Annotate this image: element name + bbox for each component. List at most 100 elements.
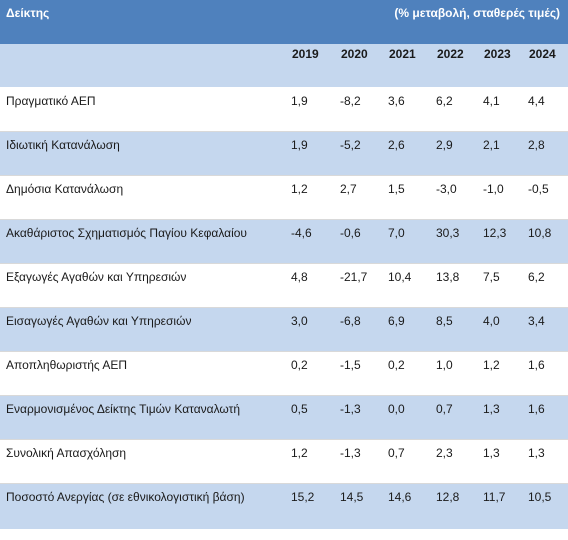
year-header: 2023 (477, 44, 522, 88)
value-cell: 3,6 (382, 87, 430, 132)
value-2020: -8,2 (340, 94, 361, 108)
value-2024: 4,4 (528, 94, 545, 108)
value-2019: 1,2 (291, 182, 308, 196)
value-2023: 2,1 (483, 138, 500, 152)
year-header-row: 2019 2020 2021 2022 2023 2024 (0, 44, 568, 88)
value-cell: 2,9 (430, 131, 477, 176)
value-2022: 8,5 (436, 314, 453, 328)
value-2021: 10,4 (388, 270, 412, 284)
value-2023: 7,5 (483, 270, 500, 284)
value-2021: 6,9 (388, 314, 405, 328)
value-2023: 11,7 (483, 490, 506, 504)
value-2022: 0,7 (436, 402, 453, 416)
value-2023: 1,3 (483, 446, 500, 460)
value-cell: 1,2 (477, 351, 522, 396)
value-cell: 14,5 (334, 483, 382, 529)
indicator-label-cell: Ακαθάριστος Σχηματισμός Παγίου Κεφαλαίου (0, 219, 285, 264)
indicator-label: Ποσοστό Ανεργίας (σε εθνικολογιστική βάσ… (6, 490, 245, 504)
table-row: Ιδιωτική Κατανάλωση 1,9 -5,2 2,6 2,9 2,1 2,8 (0, 131, 568, 176)
table-title-row: Δείκτης (% μεταβολή, σταθερές τιμές) (0, 0, 568, 44)
value-cell: 11,7 (477, 483, 522, 529)
value-2024: 2,8 (528, 138, 545, 152)
value-cell: 7,0 (382, 219, 430, 264)
value-2021: 14,6 (388, 490, 412, 504)
value-cell: 0,0 (382, 395, 430, 440)
value-2021: 1,5 (388, 182, 405, 196)
value-cell: 30,3 (430, 219, 477, 264)
value-cell: 2,8 (522, 131, 568, 176)
value-2024: 3,4 (528, 314, 545, 328)
table-row: Ποσοστό Ανεργίας (σε εθνικολογιστική βάσ… (0, 483, 568, 529)
value-2019: 0,2 (291, 358, 308, 372)
value-cell: 10,5 (522, 483, 568, 529)
value-cell: -1,5 (334, 351, 382, 396)
value-2019: 1,2 (291, 446, 308, 460)
value-2024: 1,3 (528, 446, 545, 460)
value-cell: 6,2 (430, 87, 477, 132)
value-2024: 1,6 (528, 358, 545, 372)
value-cell: -5,2 (334, 131, 382, 176)
value-2022: -3,0 (436, 182, 457, 196)
indicator-label: Συνολική Απασχόληση (6, 446, 127, 460)
value-cell: 1,3 (522, 439, 568, 484)
indicator-label: Εναρμονισμένος Δείκτης Τιμών Καταναλωτή (6, 402, 241, 416)
value-2024: 6,2 (528, 270, 545, 284)
value-cell: 1,3 (477, 439, 522, 484)
indicator-label: Πραγματικό ΑΕΠ (6, 94, 96, 108)
indicator-label-cell: Συνολική Απασχόληση (0, 439, 285, 484)
value-cell: 3,0 (285, 307, 334, 352)
value-cell: 1,3 (477, 395, 522, 440)
value-2021: 2,6 (388, 138, 405, 152)
value-cell: -1,3 (334, 439, 382, 484)
value-cell: 15,2 (285, 483, 334, 529)
table-row: Αποπληθωριστής ΑΕΠ 0,2 -1,5 0,2 1,0 1,2 1,6 (0, 351, 568, 396)
value-2022: 1,0 (436, 358, 453, 372)
indicator-label: Ιδιωτική Κατανάλωση (6, 138, 120, 152)
indicator-label-cell: Εξαγωγές Αγαθών και Υπηρεσιών (0, 263, 285, 308)
table-row: Δημόσια Κατανάλωση 1,2 2,7 1,5 -3,0 -1,0 -0,5 (0, 175, 568, 220)
value-cell: 12,8 (430, 483, 477, 529)
value-2021: 0,7 (388, 446, 405, 460)
unit-header: (% μεταβολή, σταθερές τιμές) (394, 6, 561, 20)
value-2019: 3,0 (291, 314, 308, 328)
table-row: Εξαγωγές Αγαθών και Υπηρεσιών 4,8 -21,7 10,… (0, 263, 568, 308)
value-cell: 4,0 (477, 307, 522, 352)
value-2020: 2,7 (340, 182, 357, 196)
indicator-label: Ακαθάριστος Σχηματισμός Παγίου Κεφαλαίου (6, 226, 247, 240)
indicator-label-cell: Δημόσια Κατανάλωση (0, 175, 285, 220)
indicator-label-cell: Ποσοστό Ανεργίας (σε εθνικολογιστική βάσ… (0, 483, 285, 529)
value-2019: 4,8 (291, 270, 308, 284)
value-cell: 1,2 (285, 439, 334, 484)
value-2024: 10,8 (528, 226, 552, 240)
value-cell: 0,7 (430, 395, 477, 440)
year-header: 2022 (430, 44, 477, 88)
value-cell: 0,2 (382, 351, 430, 396)
value-2022: 12,8 (436, 490, 460, 504)
indicator-header-cell: Δείκτης (0, 0, 334, 44)
value-cell: 10,4 (382, 263, 430, 308)
value-cell: 10,8 (522, 219, 568, 264)
indicator-label-cell: Ιδιωτική Κατανάλωση (0, 131, 285, 176)
value-cell: 8,5 (430, 307, 477, 352)
value-cell: 1,0 (430, 351, 477, 396)
value-2020: -1,3 (340, 446, 361, 460)
value-cell: 2,3 (430, 439, 477, 484)
value-2022: 6,2 (436, 94, 453, 108)
indicator-label: Εξαγωγές Αγαθών και Υπηρεσιών (6, 270, 187, 284)
table-row: Εισαγωγές Αγαθών και Υπηρεσιών 3,0 -6,8 6,9… (0, 307, 568, 352)
value-cell: 1,5 (382, 175, 430, 220)
value-2020: -1,5 (340, 358, 361, 372)
value-cell: -3,0 (430, 175, 477, 220)
value-2024: 1,6 (528, 402, 545, 416)
value-2023: 4,1 (483, 94, 500, 108)
value-cell: 0,5 (285, 395, 334, 440)
value-2019: 1,9 (291, 94, 308, 108)
value-cell: 1,9 (285, 131, 334, 176)
value-2024: -0,5 (528, 182, 549, 196)
value-cell: 14,6 (382, 483, 430, 529)
value-cell: 1,6 (522, 395, 568, 440)
indicator-label: Αποπληθωριστής ΑΕΠ (6, 358, 128, 372)
table-row: Ακαθάριστος Σχηματισμός Παγίου Κεφαλαίου… (0, 219, 568, 264)
year-header: 2020 (334, 44, 382, 88)
table-body: Πραγματικό ΑΕΠ 1,9 -8,2 3,6 6,2 4,1 4,4 Ιδιωτικ… (0, 87, 568, 529)
